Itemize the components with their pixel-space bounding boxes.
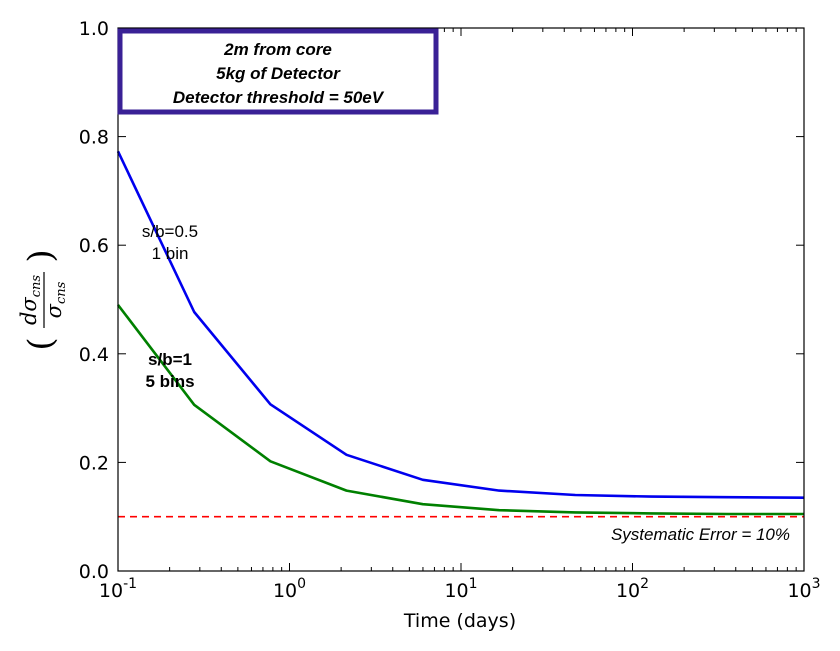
x-tick-label: 103 bbox=[787, 576, 820, 602]
annotation-green-series: s/b=1 bbox=[148, 350, 192, 369]
y-label-close-paren: ) bbox=[21, 249, 61, 262]
y-label-denominator: σcns bbox=[42, 281, 69, 318]
y-tick-label: 0.2 bbox=[79, 452, 109, 474]
y-tick-label: 1.0 bbox=[79, 18, 109, 40]
info-box-line: 2m from core bbox=[223, 40, 332, 59]
series-layer bbox=[116, 150, 805, 516]
x-tick-label: 101 bbox=[444, 576, 477, 602]
y-label-open-paren: ( bbox=[21, 337, 61, 350]
y-label-numerator: dσcns bbox=[17, 275, 44, 325]
series-line-1 bbox=[116, 150, 805, 499]
info-box-border bbox=[117, 28, 439, 115]
series-line-2 bbox=[116, 304, 804, 516]
x-axis-ticks: 10-1 100 101 102 103 bbox=[99, 28, 821, 602]
x-tick-label: 102 bbox=[616, 576, 649, 602]
x-tick-label: 10-1 bbox=[99, 576, 137, 602]
y-tick-label: 0.6 bbox=[79, 235, 109, 257]
y-tick-label: 0.0 bbox=[79, 561, 109, 583]
x-tick-label: 100 bbox=[273, 576, 306, 602]
info-box: 2m from core 5kg of Detector Detector th… bbox=[117, 28, 439, 115]
x-axis-label: Time (days) bbox=[403, 610, 516, 632]
annotation-blue-series: s/b=0.5 bbox=[142, 222, 198, 241]
annotation-blue-series: 1 bin bbox=[152, 244, 189, 263]
y-tick-label: 0.4 bbox=[79, 344, 109, 366]
info-box-line: 5kg of Detector bbox=[216, 64, 341, 83]
y-tick-label: 0.8 bbox=[79, 127, 109, 149]
systematic-error-label: Systematic Error = 10% bbox=[611, 525, 790, 544]
annotation-green-series: 5 bins bbox=[145, 372, 194, 391]
y-axis-ticks: 0.0 0.2 0.4 0.6 0.8 1.0 bbox=[79, 18, 804, 583]
info-box-line: Detector threshold = 50eV bbox=[173, 88, 385, 107]
y-axis-label: ( dσcns σcns ) bbox=[17, 249, 69, 350]
